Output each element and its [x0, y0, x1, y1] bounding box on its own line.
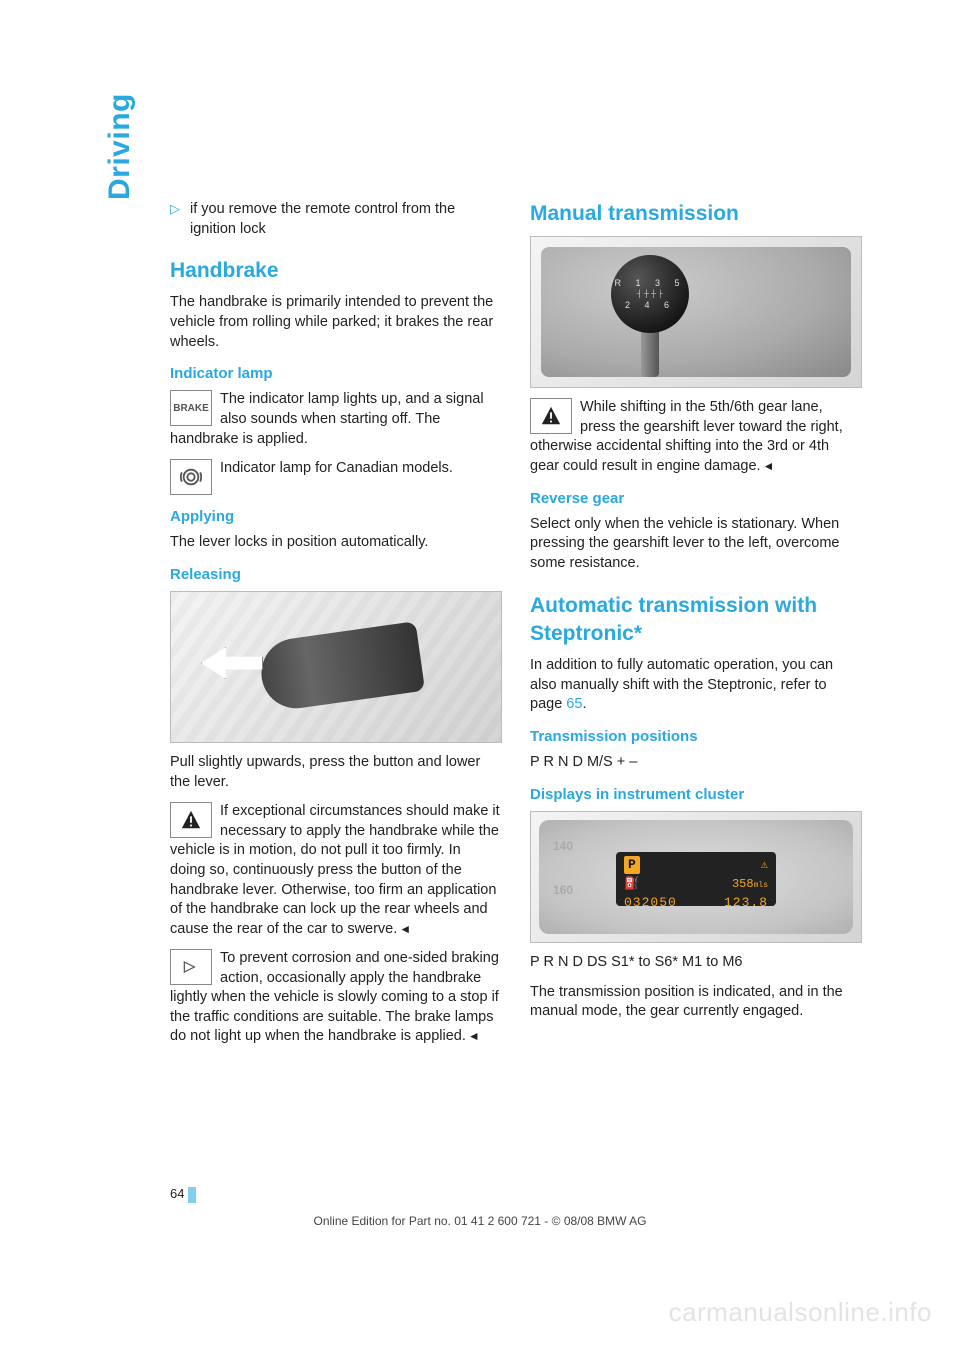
- cluster-display: P ⚠ ⛽ 358mls 032050 123.8: [616, 852, 776, 906]
- page-link-65[interactable]: 65: [566, 696, 582, 712]
- gear-knob-graphic: R 1 3 5 ┤ ┼ ┼ ├ 2 4 6: [611, 255, 689, 333]
- releasing-caption: Pull slightly upwards, press the button …: [170, 753, 500, 792]
- indicator-brake-row: BRAKE The indicator lamp lights up, and …: [170, 390, 500, 449]
- left-column: ▷ if you remove the remote control from …: [170, 200, 500, 1057]
- auto-intro: In addition to fully automatic operation…: [530, 656, 860, 715]
- watermark: carmanualsonline.info: [669, 1297, 932, 1328]
- applying-text: The lever locks in position automaticall…: [170, 533, 500, 553]
- tip-icon: [170, 949, 212, 985]
- displays-line: P R N D DS S1* to S6* M1 to M6: [530, 953, 860, 973]
- releasing-warning-text: If exceptional circumstances should make…: [170, 803, 500, 936]
- page-number: 64: [170, 1186, 196, 1203]
- odometer: 032050: [624, 894, 677, 912]
- dial-160: 160: [553, 882, 573, 898]
- range-readout: 358mls: [732, 876, 768, 892]
- reverse-text: Select only when the vehicle is stationa…: [530, 515, 860, 574]
- displays-text: The transmission position is indicated, …: [530, 983, 860, 1022]
- positions-text: P R N D M/S + –: [530, 753, 860, 773]
- indicator-text-1: The indicator lamp lights up, and a sign…: [170, 391, 484, 446]
- section-tab: Driving: [103, 93, 137, 200]
- figure-gearshift: R 1 3 5 ┤ ┼ ┼ ├ 2 4 6: [530, 236, 862, 388]
- figure-instrument-cluster: 140 160 P ⚠ ⛽ 358mls 032050 12: [530, 811, 862, 943]
- heading-applying: Applying: [170, 507, 500, 527]
- content-columns: ▷ if you remove the remote control from …: [170, 200, 885, 1057]
- trip-meter: 123.8: [724, 894, 768, 912]
- releasing-tip-text: To prevent corrosion and one-sided braki…: [170, 950, 499, 1044]
- right-column: Manual transmission R 1 3 5 ┤ ┼ ┼ ├ 2 4 …: [530, 200, 860, 1057]
- indicator-canada-row: Indicator lamp for Canadian models.: [170, 459, 500, 495]
- releasing-warning: If exceptional circumstances should make…: [170, 802, 500, 939]
- gear-stick-graphic: [641, 327, 659, 377]
- bullet-icon: ▷: [170, 200, 180, 239]
- cluster-warning-icon: ⚠: [761, 857, 768, 873]
- heading-automatic-transmission: Automatic transmission with Steptronic*: [530, 592, 860, 649]
- warning-icon: [170, 802, 212, 838]
- manual-warning: While shifting in the 5th/6th gear lane,…: [530, 398, 860, 476]
- handbrake-intro: The handbrake is primarily intended to p…: [170, 293, 500, 352]
- gear-pattern-bottom: 2 4 6: [625, 299, 675, 311]
- bullet-text: if you remove the remote control from th…: [190, 200, 500, 239]
- auto-intro-b: .: [582, 696, 586, 712]
- heading-handbrake: Handbrake: [170, 257, 500, 285]
- indicator-text-2: Indicator lamp for Canadian models.: [220, 460, 453, 476]
- heading-releasing: Releasing: [170, 565, 500, 585]
- canadian-brake-icon: [170, 459, 212, 495]
- releasing-tip: To prevent corrosion and one-sided braki…: [170, 949, 500, 1047]
- gear-indicator-p: P: [624, 856, 640, 874]
- heading-manual-transmission: Manual transmission: [530, 200, 860, 228]
- fuel-icon: ⛽: [624, 876, 639, 892]
- footer-edition: Online Edition for Part no. 01 41 2 600 …: [0, 1214, 960, 1228]
- figure-handbrake: [170, 591, 502, 743]
- warning-icon: [530, 398, 572, 434]
- heading-transmission-positions: Transmission positions: [530, 727, 860, 747]
- heading-displays-cluster: Displays in instrument cluster: [530, 785, 860, 805]
- bullet-item: ▷ if you remove the remote control from …: [170, 200, 500, 239]
- gear-pattern-top: R 1 3 5: [614, 277, 685, 289]
- brake-lamp-icon: BRAKE: [170, 390, 212, 426]
- manual-warning-text: While shifting in the 5th/6th gear lane,…: [530, 399, 843, 474]
- manual-page: Driving ▷ if you remove the remote contr…: [0, 0, 960, 1358]
- heading-indicator-lamp: Indicator lamp: [170, 364, 500, 384]
- heading-reverse-gear: Reverse gear: [530, 489, 860, 509]
- dial-140: 140: [553, 838, 573, 854]
